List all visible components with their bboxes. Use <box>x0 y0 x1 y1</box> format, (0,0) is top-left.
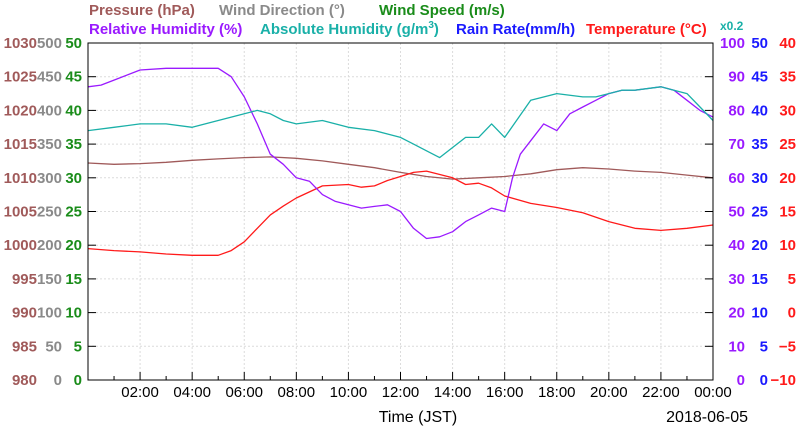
series-line-absolute-humidity <box>87 86 714 159</box>
left-tick-label: 50 <box>45 338 62 355</box>
right-tick-label: 30 <box>779 102 796 119</box>
right-tick-label: 80 <box>728 102 745 119</box>
x-tick-label: 16:00 <box>486 384 524 401</box>
x-tick-label: 00:00 <box>694 384 732 401</box>
left-tick-label: 400 <box>37 102 62 119</box>
x-tick-label: 06:00 <box>225 384 263 401</box>
left-tick-label: 10 <box>65 305 82 322</box>
left-tick-label: 1025 <box>4 69 37 86</box>
right-tick-label: 20 <box>728 305 745 322</box>
left-tick-label: 1020 <box>4 102 37 119</box>
x-tick-label: 20:00 <box>590 384 628 401</box>
x-axis: 02:00 04:00 06:00 08:00 10:00 12:00 14:00 16:00… <box>113 372 732 401</box>
legend-absolute-humidity: Absolute Humidity (g/m3) <box>260 20 439 38</box>
series-line-pressure <box>87 156 714 180</box>
legend-wind-direction: Wind Direction (°) <box>219 2 345 19</box>
right-tick-label: 60 <box>728 170 745 187</box>
right-tick-label: 20 <box>751 237 768 254</box>
left-tick-label: 5 <box>74 338 82 355</box>
left-tick-label: 200 <box>37 237 62 254</box>
left-tick-label: 450 <box>37 69 62 86</box>
left-tick-label: 1000 <box>4 237 37 254</box>
right-tick-label: 30 <box>751 170 768 187</box>
left-tick-label: 20 <box>65 237 82 254</box>
right-tick-label: −5 <box>779 338 796 355</box>
right-tick-label: 45 <box>751 69 768 86</box>
right-tick-label: 15 <box>751 271 768 288</box>
left-tick-label: 1005 <box>4 204 37 221</box>
left-tick-label: 350 <box>37 136 62 153</box>
right-tick-label: 40 <box>779 35 796 52</box>
right-tick-label: 50 <box>751 35 768 52</box>
right-tick-label: 100 <box>720 35 745 52</box>
right-tick-label: 0 <box>788 305 796 322</box>
right-tick-label: 0 <box>760 372 768 389</box>
x-tick-label: 08:00 <box>278 384 316 401</box>
left-tick-label: 500 <box>37 35 62 52</box>
left-axes: 9809859909951000100510101015102010251030… <box>4 35 96 389</box>
legend-scale-note: x0.2 <box>720 19 744 33</box>
date-label: 2018-06-05 <box>666 409 748 426</box>
left-tick-label: 985 <box>12 338 37 355</box>
legend-rain-rate: Rain Rate(mm/h) <box>456 21 575 38</box>
right-tick-label: 0 <box>737 372 745 389</box>
x-tick-label: 10:00 <box>330 384 368 401</box>
right-tick-label: 35 <box>779 69 796 86</box>
legend-pressure: Pressure (hPa) <box>89 2 195 19</box>
left-tick-label: 45 <box>65 69 82 86</box>
left-tick-label: 50 <box>65 35 82 52</box>
right-tick-label: 50 <box>728 204 745 221</box>
left-tick-label: 0 <box>74 372 82 389</box>
left-tick-label: 980 <box>12 372 37 389</box>
left-tick-label: 1010 <box>4 170 37 187</box>
x-tick-label: 02:00 <box>121 384 159 401</box>
left-tick-label: 0 <box>54 372 62 389</box>
left-tick-label: 250 <box>37 204 62 221</box>
legend-temperature: Temperature (°C) <box>586 21 707 38</box>
left-tick-label: 100 <box>37 305 62 322</box>
right-tick-label: 40 <box>728 237 745 254</box>
right-tick-label: 25 <box>779 136 796 153</box>
right-tick-label: 35 <box>751 136 768 153</box>
right-tick-label: 10 <box>779 237 796 254</box>
legend-relative-humidity: Relative Humidity (%) <box>89 21 242 38</box>
right-tick-label: 20 <box>779 170 796 187</box>
left-tick-label: 300 <box>37 170 62 187</box>
right-tick-label: −10 <box>771 372 796 389</box>
left-tick-label: 40 <box>65 102 82 119</box>
right-tick-label: 10 <box>728 338 745 355</box>
left-tick-label: 15 <box>65 271 82 288</box>
right-tick-label: 40 <box>751 102 768 119</box>
left-tick-label: 35 <box>65 136 82 153</box>
x-tick-label: 22:00 <box>642 384 680 401</box>
right-tick-label: 70 <box>728 136 745 153</box>
right-axes: 0102030405060708090100051015202530354045… <box>705 35 796 389</box>
x-axis-label: Time (JST) <box>379 409 458 426</box>
series-line-temperature <box>87 170 714 256</box>
x-tick-label: 14:00 <box>434 384 472 401</box>
legend-wind-speed: Wind Speed (m/s) <box>379 2 505 19</box>
right-tick-label: 10 <box>751 305 768 322</box>
x-tick-label: 04:00 <box>173 384 211 401</box>
x-tick-label: 18:00 <box>538 384 576 401</box>
right-tick-label: 5 <box>760 338 768 355</box>
left-tick-label: 995 <box>12 271 37 288</box>
right-tick-label: 5 <box>788 271 796 288</box>
left-tick-label: 150 <box>37 271 62 288</box>
series-group <box>87 67 714 256</box>
right-tick-label: 25 <box>751 204 768 221</box>
left-tick-label: 990 <box>12 305 37 322</box>
right-tick-label: 15 <box>779 204 796 221</box>
left-tick-label: 25 <box>65 204 82 221</box>
left-tick-label: 30 <box>65 170 82 187</box>
left-tick-label: 1030 <box>4 35 37 52</box>
left-tick-label: 1015 <box>4 136 37 153</box>
x-tick-label: 12:00 <box>382 384 420 401</box>
right-tick-label: 30 <box>728 271 745 288</box>
right-tick-label: 90 <box>728 69 745 86</box>
